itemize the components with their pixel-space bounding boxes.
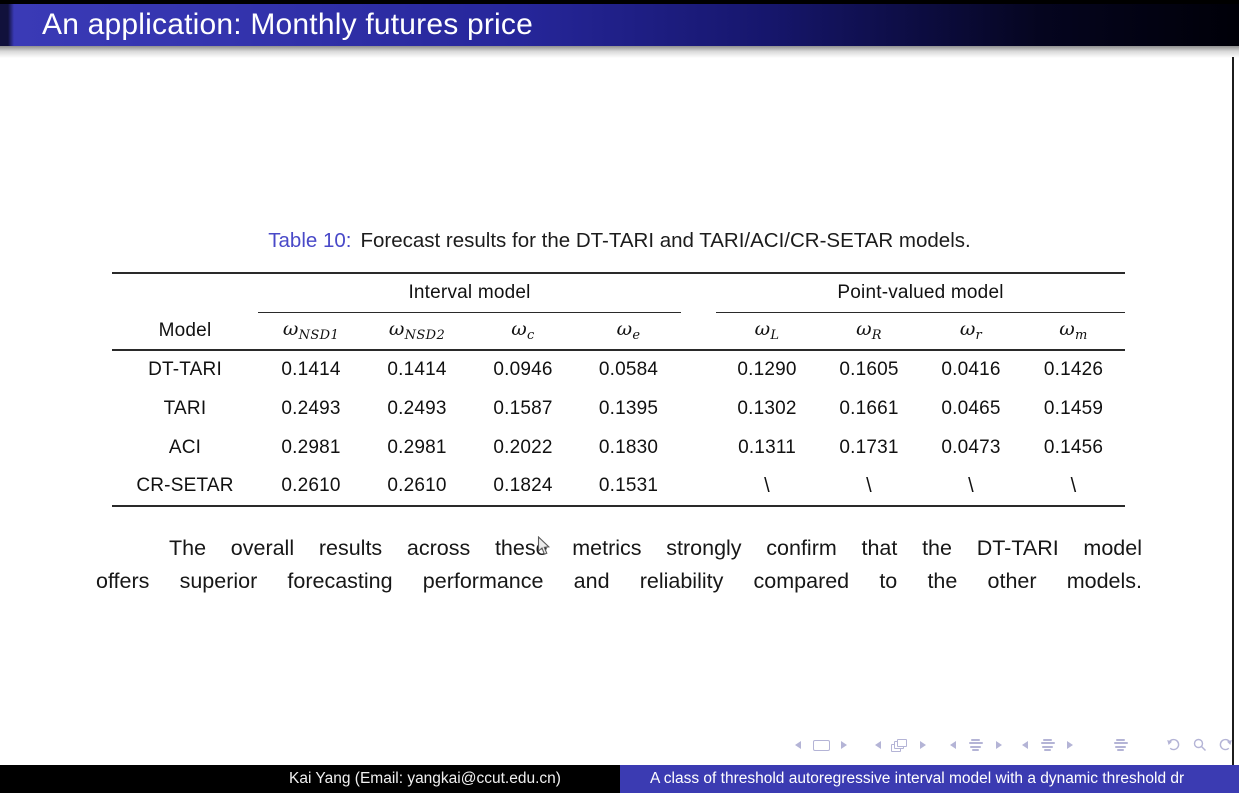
table-cell: 0.2493 [387,397,447,419]
table-cell: 0.1587 [493,397,553,419]
table-row: DT-TARI 0.1414 0.1414 0.0946 0.0584 0.12… [112,350,1125,389]
table-cell: 0.2981 [281,436,341,458]
frame-title: An application: Monthly futures price [42,8,533,41]
prev-slide-icon[interactable] [795,741,801,749]
spacer-cell [681,389,716,428]
model-name: DT-TARI [148,359,222,380]
prev-section-icon[interactable] [950,741,956,749]
table-row: TARI 0.2493 0.2493 0.1587 0.1395 0.1302 … [112,389,1125,428]
table-cell: 0.1414 [387,359,447,380]
section-icon[interactable] [968,738,983,752]
model-name: CR-SETAR [112,467,258,507]
next-subsection-icon[interactable] [1067,741,1073,749]
prev-frame-icon[interactable] [875,741,881,749]
table-cell: 0.1395 [598,397,659,419]
spacer-cell [681,350,716,389]
table-cell: 0.2610 [364,467,470,507]
table-row: ACI 0.2981 0.2981 0.2022 0.1830 0.1311 0… [112,428,1125,467]
frame-title-bar: An application: Monthly futures price [0,4,1239,46]
table-cell: \ [818,467,921,507]
beamer-navigation-bar [788,733,1233,757]
model-name: ACI [168,436,202,458]
table-caption-label: Table 10: [268,229,352,252]
footer-author: Kai Yang (Email: yangkai@ccut.edu.cn) [0,765,620,793]
spacer-cell [681,467,717,507]
col-header-omega-c: ωc [470,312,576,351]
frames-icon[interactable] [891,738,908,752]
table-cell: 0.1531 [576,467,682,507]
col-header-omega-nsd2: ωNSD2 [364,312,470,351]
table-cell: 0.1426 [1043,359,1104,380]
spacer-cell [681,272,717,312]
history-forward-icon[interactable] [1217,737,1233,753]
model-name: TARI [163,397,207,419]
col-header-omega-m: ωm [1022,312,1126,351]
col-header-omega-L: ωL [716,312,819,351]
summary-line-1: The overall results across these metrics… [169,536,1142,560]
table-cell: \ [920,467,1023,507]
table-row: CR-SETAR 0.2610 0.2610 0.1824 0.1531 \ \… [112,467,1126,507]
col-header-omega-R: ωR [818,312,921,351]
table-cell: 0.2022 [493,436,553,458]
interval-model-group-header: Interval model [258,272,682,313]
prev-subsection-icon[interactable] [1022,741,1028,749]
table-cell: 0.1290 [737,359,797,380]
table-cell: 0.0473 [941,436,1001,458]
table-cell: 0.1311 [738,436,796,458]
spacer-cell [681,428,716,467]
col-header-omega-r: ωr [920,312,1023,351]
table-cell: 0.0465 [941,397,1001,419]
table-caption: Table 10: Forecast results for the DT-TAR… [0,229,1239,253]
table-cell: 0.2610 [258,467,364,507]
model-column-header: Model [112,312,258,351]
appendix-icon[interactable] [1113,738,1128,752]
corner-cell [112,272,258,312]
results-table: Interval model Point-valued model Model … [112,272,1126,507]
point-model-group-header: Point-valued model [716,272,1126,313]
table-cell: 0.1302 [737,397,797,419]
mouse-cursor-icon [537,536,551,555]
table-cell: 0.1605 [839,359,899,380]
slide-right-edge-line [1232,57,1234,765]
table-caption-text: Forecast results for the DT-TARI and TAR… [360,229,971,252]
table-cell: 0.1459 [1043,397,1104,419]
table-cell: 0.1830 [598,436,659,458]
table-cell: 0.2493 [281,397,341,419]
next-frame-icon[interactable] [920,741,926,749]
subsection-icon[interactable] [1040,738,1055,752]
top-edge [0,0,1239,4]
title-bar-shadow [0,46,1239,58]
footer-bar: Kai Yang (Email: yangkai@ccut.edu.cn) A … [0,765,1239,793]
next-slide-icon[interactable] [841,741,847,749]
table-cell: 0.1661 [839,397,899,419]
col-header-omega-e: ωe [576,312,682,351]
table-cell: 0.1414 [281,359,341,380]
table-cell: 0.0584 [598,359,659,380]
summary-paragraph: The overall results across these metrics… [96,532,1142,598]
table-cell: 0.2981 [387,436,447,458]
next-section-icon[interactable] [996,741,1002,749]
summary-line-2: offers superior forecasting performance … [96,569,1142,593]
slide-icon[interactable] [813,739,830,751]
spacer-cell [681,312,717,351]
table-cell: \ [716,467,819,507]
table-cell: 0.0416 [941,359,1001,380]
table-cell: 0.1824 [470,467,576,507]
table-cell: 0.1731 [839,436,899,458]
table-cell: \ [1022,467,1126,507]
search-icon[interactable] [1192,737,1208,753]
table-cell: 0.1456 [1043,436,1104,458]
footer-paper-title: A class of threshold autoregressive inte… [620,765,1239,793]
col-header-omega-nsd1: ωNSD1 [258,312,364,351]
history-back-icon[interactable] [1166,737,1182,753]
table-cell: 0.0946 [493,359,553,380]
